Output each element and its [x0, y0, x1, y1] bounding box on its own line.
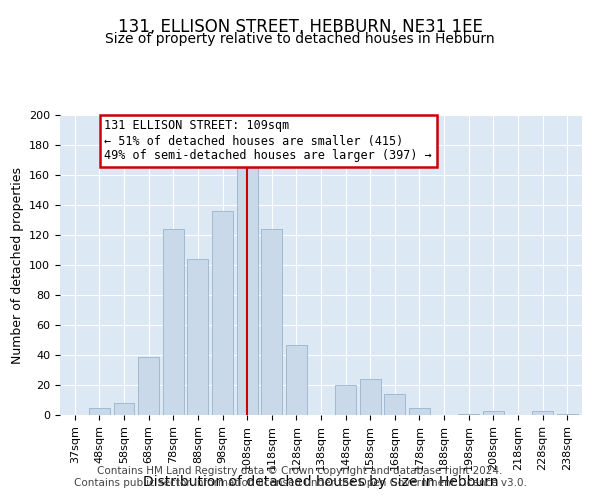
Text: Size of property relative to detached houses in Hebburn: Size of property relative to detached ho… — [105, 32, 495, 46]
Bar — [236, 168, 257, 415]
Text: 131 ELLISON STREET: 109sqm
← 51% of detached houses are smaller (415)
49% of sem: 131 ELLISON STREET: 109sqm ← 51% of deta… — [104, 120, 432, 162]
Text: 131, ELLISON STREET, HEBBURN, NE31 1EE: 131, ELLISON STREET, HEBBURN, NE31 1EE — [118, 18, 482, 36]
Bar — [286, 344, 307, 415]
Bar — [409, 408, 430, 415]
Bar — [335, 385, 356, 415]
Bar — [113, 403, 134, 415]
Bar — [163, 229, 184, 415]
Bar — [483, 410, 504, 415]
Bar — [360, 379, 381, 415]
Bar — [187, 259, 208, 415]
Bar — [89, 408, 110, 415]
Bar — [385, 394, 406, 415]
Y-axis label: Number of detached properties: Number of detached properties — [11, 166, 23, 364]
Bar — [212, 211, 233, 415]
Bar — [532, 410, 553, 415]
X-axis label: Distribution of detached houses by size in Hebburn: Distribution of detached houses by size … — [143, 476, 499, 490]
Bar — [261, 229, 282, 415]
Bar — [138, 356, 159, 415]
Bar — [557, 414, 578, 415]
Text: Contains HM Land Registry data © Crown copyright and database right 2024.
Contai: Contains HM Land Registry data © Crown c… — [74, 466, 526, 487]
Bar — [458, 414, 479, 415]
